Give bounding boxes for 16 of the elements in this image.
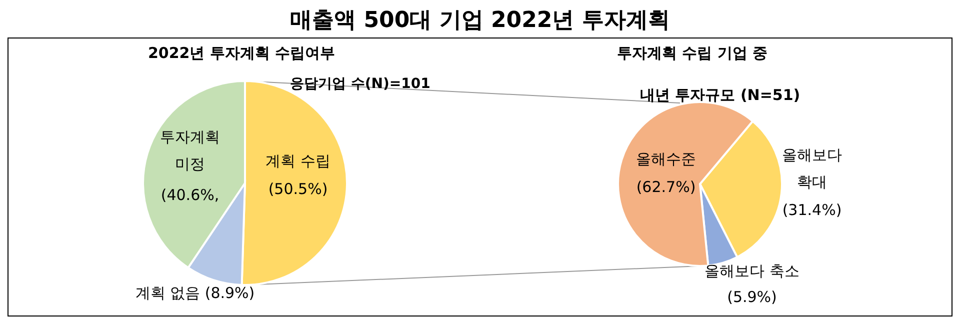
slice-label: 올해보다 확대 <box>782 146 842 191</box>
slice-label: 올해보다 축소 <box>704 262 800 280</box>
text: 매출액 500대 기업 2022년 투자계획 <box>290 8 670 33</box>
slice-label: 올해수준 <box>636 150 696 168</box>
data-label: (40.6%, <box>160 186 220 204</box>
chart-subtitle: 내년 투자규모 (N=51) <box>640 86 800 104</box>
data-label: (5.9%) <box>727 288 777 306</box>
data-label: (62.7%) <box>636 178 696 196</box>
data-label: (50.5%) <box>268 180 328 198</box>
slice-label: 계획 없음 (8.9%) <box>135 284 255 302</box>
chart-subtitle: 2022년 투자계획 수립여부 <box>148 44 336 62</box>
slice-label: 투자계획 미정 <box>160 128 220 173</box>
text: 응답기업 수(N)=101 <box>290 76 430 92</box>
slice-label: 계획 수립 <box>266 152 330 170</box>
chart-title: 투자계획 수립 기업 중 <box>617 44 768 62</box>
data-label: (31.4%) <box>782 201 842 219</box>
